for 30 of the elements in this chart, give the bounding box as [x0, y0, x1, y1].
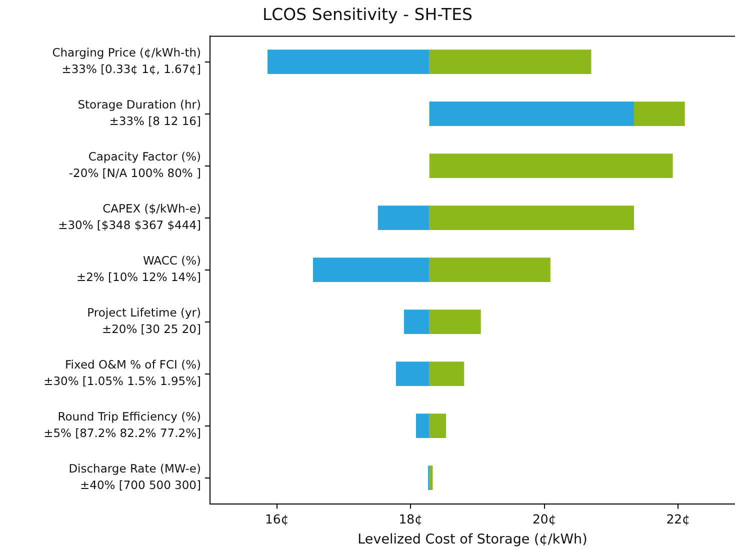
bar [429, 258, 550, 282]
bar [429, 102, 634, 126]
bar [429, 362, 464, 386]
bar [429, 414, 446, 438]
y-tick-label: Round Trip Efficiency (%) ±5% [87.2% 82.2% 77.2%] [44, 409, 201, 440]
bar [429, 50, 592, 74]
y-tick-label: Fixed O&M % of FCI (%) ±30% [1.05% 1.5% 1.95%] [44, 357, 201, 388]
bar [404, 310, 430, 334]
bar [429, 310, 481, 334]
bar [268, 50, 430, 74]
y-tick-label: WACC (%) ±2% [10% 12% 14%] [76, 253, 201, 284]
bar [312, 258, 430, 282]
x-tick-label: 18¢ [398, 512, 423, 527]
bar [429, 154, 673, 178]
y-tick-label: Project Lifetime (yr) ±20% [30 25 20] [87, 305, 201, 336]
bar [396, 362, 430, 386]
y-tick-label: CAPEX ($/kWh-e) ±30% [$348 $367 $444] [58, 201, 201, 232]
x-axis-title: Levelized Cost of Storage (¢/kWh) [358, 531, 588, 548]
x-tick-label: 16¢ [264, 512, 289, 527]
y-tick-label: Storage Duration (hr) ±33% [8 12 16] [78, 97, 201, 128]
bar [378, 206, 430, 230]
y-tick-label: Discharge Rate (MW-e) ±40% [700 500 300] [68, 461, 201, 492]
x-tick-label: 22¢ [666, 512, 690, 527]
bar [429, 466, 433, 490]
bar [416, 414, 430, 438]
y-tick-label: Capacity Factor (%) -20% [N/A 100% 80% ] [68, 149, 201, 180]
x-tick-label: 20¢ [532, 512, 556, 527]
y-tick-label: Charging Price (¢/kWh-th) ±33% [0.33¢ 1¢, 1.67¢] [52, 45, 201, 76]
chart-title: LCOS Sensitivity - SH-TES [262, 5, 473, 24]
bar [429, 206, 634, 230]
